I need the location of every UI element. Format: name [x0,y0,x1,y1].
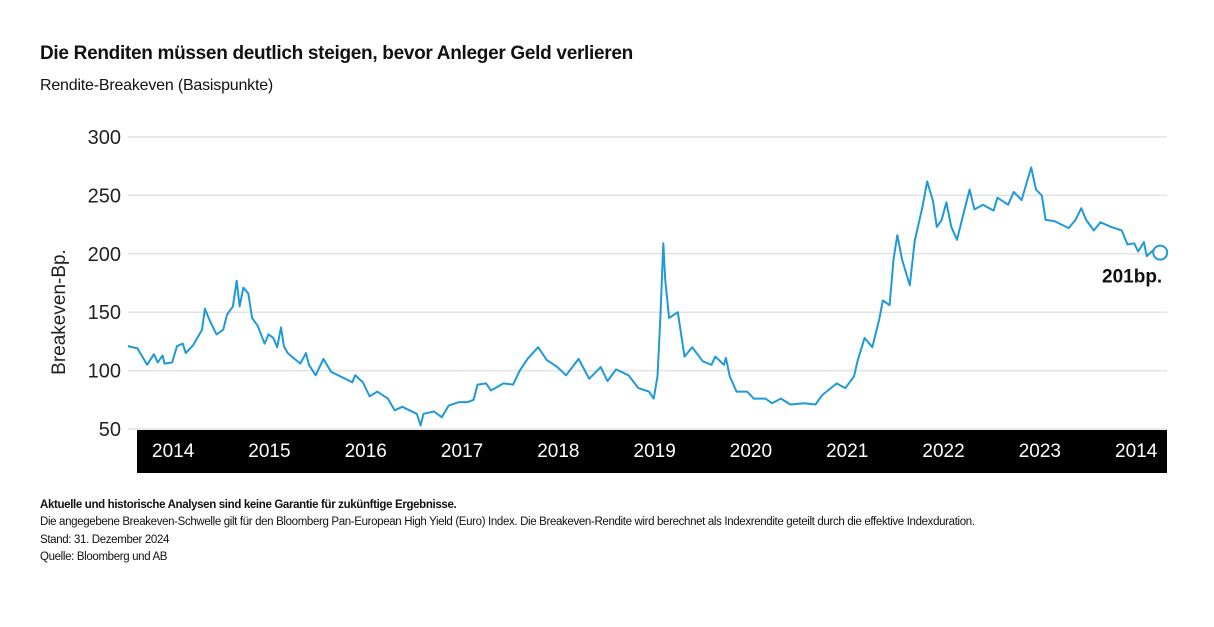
x-tick-label: 2015 [248,441,290,462]
x-tick-label: 2016 [345,441,387,462]
x-tick-label: 2021 [826,441,868,462]
footer-date: Stand: 31. Dezember 2024 [40,534,170,546]
end-value-label: 201bp. [1102,267,1162,288]
footer-disclaimer: Aktuelle und historische Analysen sind k… [40,499,457,511]
gridlines [128,136,1167,430]
x-axis-band [137,430,1167,473]
x-tick-label: 2023 [1019,441,1061,462]
x-tick-label: 2022 [922,441,964,462]
x-tick-label: 2017 [441,441,483,462]
y-axis-label: Breakeven-Bp. [49,249,70,375]
footer-note: Die angegebene Breakeven-Schwelle gilt f… [40,516,975,528]
x-tick-label: 2020 [730,441,772,462]
breakeven-line-chart: 300 250 200 150 100 50 Breakeven-Bp. 2014 2015… [49,127,1169,473]
x-tick-label: 2019 [634,441,676,462]
footer-source: Quelle: Bloomberg und AB [40,551,168,563]
end-point-marker [1152,244,1169,261]
series-line-breakeven [127,166,1161,427]
x-tick-label: 2014 [1115,441,1158,462]
y-tick-label: 50 [99,419,121,441]
y-tick-label: 200 [88,244,121,266]
y-tick-labels: 300 250 200 150 100 50 [88,127,121,441]
x-tick-labels: 2014 2015 2016 2017 2018 2019 2020 2021 2022 2023… [152,441,1158,462]
y-tick-label: 250 [88,185,121,207]
y-tick-label: 300 [88,127,121,149]
y-tick-label: 150 [88,302,121,324]
x-tick-label: 2018 [537,441,579,462]
x-tick-label: 2014 [152,441,195,462]
y-tick-label: 100 [88,361,121,383]
chart-title: Die Renditen müssen deutlich steigen, be… [40,43,633,64]
chart-subtitle: Rendite-Breakeven (Basispunkte) [40,77,274,94]
